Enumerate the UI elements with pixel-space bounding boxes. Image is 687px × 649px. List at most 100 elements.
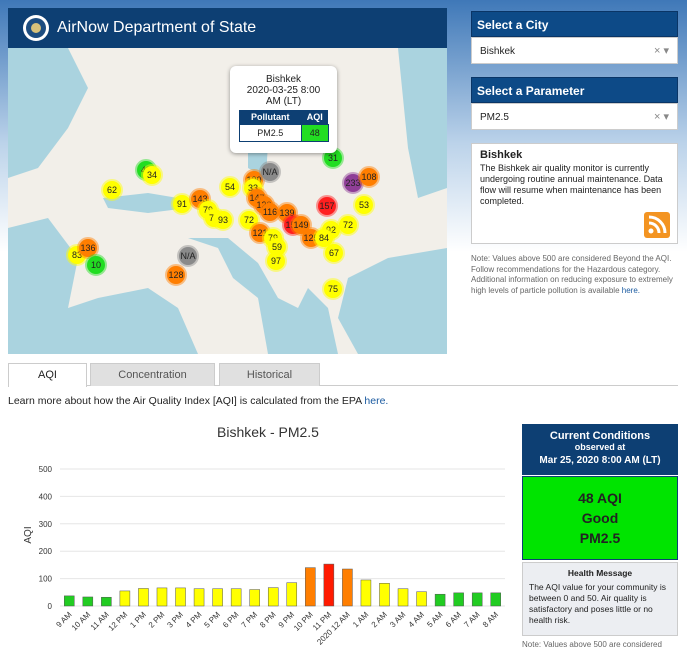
x-tick-label: 4 AM [407,610,426,629]
marker-label: 128 [168,270,183,280]
map-marker[interactable] [313,227,335,249]
map-marker[interactable] [337,214,359,236]
map-marker[interactable] [322,278,344,300]
map-marker[interactable] [101,179,123,201]
select-controls[interactable]: × ▾ [653,111,669,123]
map-marker[interactable] [290,214,312,236]
map-marker[interactable] [219,176,241,198]
marker-label: 79 [203,205,213,215]
popup-city: Bishkek [265,74,301,85]
popup-aqi: 48 [301,124,329,142]
map-marker[interactable] [85,254,107,276]
tab[interactable]: AQI [8,363,87,387]
marker-label: 10 [91,260,101,270]
bar [212,588,223,607]
y-tick-label: 500 [39,465,53,474]
bar [305,567,316,607]
popup-col: AQI [301,110,328,125]
marker-label: 157 [319,201,334,211]
marker-label: 143 [192,194,207,204]
bar [175,587,186,607]
map-marker[interactable] [77,237,99,259]
info-title: Bishkek [480,149,523,161]
map[interactable]: 62433454130N/A33312331089114379749314712… [8,48,447,354]
y-tick-label: 100 [39,575,53,584]
marker-label: 72 [343,220,353,230]
bar [82,596,94,607]
bar [379,583,390,607]
x-tick-label: 8 PM [258,610,278,630]
bar [323,563,335,607]
current-header: Current Conditions observed at Mar 25, 2… [522,424,678,475]
info-text: The Bishkek air quality monitor is curre… [480,163,663,206]
map-marker[interactable] [238,209,260,231]
map-marker[interactable] [353,194,375,216]
x-tick-label: 7 PM [240,610,260,630]
marker-label: 72 [244,215,254,225]
marker-label: 54 [225,182,235,192]
marker-label: 136 [80,243,95,253]
learn-line: Learn more about how the Air Quality Ind… [8,395,388,407]
select-controls[interactable]: × ▾ [653,45,669,57]
learn-link[interactable]: here. [364,395,389,407]
map-marker[interactable] [259,161,281,183]
x-tick-label: 2 PM [147,610,167,630]
marker-label: 139 [279,208,294,218]
marker-label: 67 [329,248,339,258]
header-title: AirNow Department of State [57,19,257,36]
map-marker[interactable] [141,164,163,186]
marker-label: 125 [303,233,318,243]
city-value: Bishkek [480,46,516,57]
bar [360,579,372,607]
x-tick-label: 12 PM [107,610,130,633]
city-select[interactable]: Bishkek × ▾ [471,37,678,64]
marker-label: 149 [293,220,308,230]
tab[interactable]: Historical [219,363,320,386]
map-marker[interactable] [212,209,234,231]
x-tick-label: 4 PM [184,610,204,630]
map-marker[interactable] [265,250,287,272]
marker-label: 93 [218,215,228,225]
bar [416,591,427,607]
marker-label: 33 [248,183,258,193]
current-note: Note: Values above 500 are considered [522,640,662,649]
marker-label: 79 [268,233,278,243]
current-pollutant: PM2.5 [579,530,621,546]
health-box: Health Message The AQI value for your co… [522,562,678,636]
map-marker[interactable] [171,193,193,215]
bar [286,582,298,607]
popup-table: Pollutant AQI PM2.5 48 [238,110,329,142]
map-marker[interactable] [177,245,199,267]
note-text: Note: Values above 500 are considered Be… [471,254,673,295]
x-tick-label: 3 AM [388,610,407,629]
marker-label: 34 [147,170,157,180]
map-marker[interactable] [316,195,338,217]
map-marker[interactable] [342,172,364,194]
x-tick-label: 6 PM [221,610,241,630]
current-category: Good [581,510,619,526]
marker-label: 74 [209,213,219,223]
tab[interactable]: Concentration [90,363,215,386]
note-link[interactable]: here. [621,285,640,295]
x-tick-label: 8 AM [481,610,500,629]
popup-pollutant: PM2.5 [238,124,302,142]
x-tick-label: 3 PM [165,610,185,630]
current-observed: observed at [574,442,626,452]
city-heading: Select a City [471,11,678,37]
parameter-value: PM2.5 [480,112,509,123]
map-marker[interactable] [358,166,380,188]
rss-icon[interactable] [644,212,670,238]
marker-label: 75 [328,284,338,294]
marker-label: 121 [252,228,267,238]
marker-label: 92 [326,225,336,235]
bar [453,592,464,607]
map-marker[interactable] [323,242,345,264]
marker-label: 83 [72,250,82,260]
parameter-select[interactable]: PM2.5 × ▾ [471,103,678,130]
marker-label: 147 [249,193,264,203]
popup-time: 2020-03-25 8:00 AM (LT) [246,85,321,107]
bar [397,588,409,607]
marker-label: 108 [361,172,376,182]
tab-rule [8,385,678,386]
map-marker[interactable] [165,264,187,286]
